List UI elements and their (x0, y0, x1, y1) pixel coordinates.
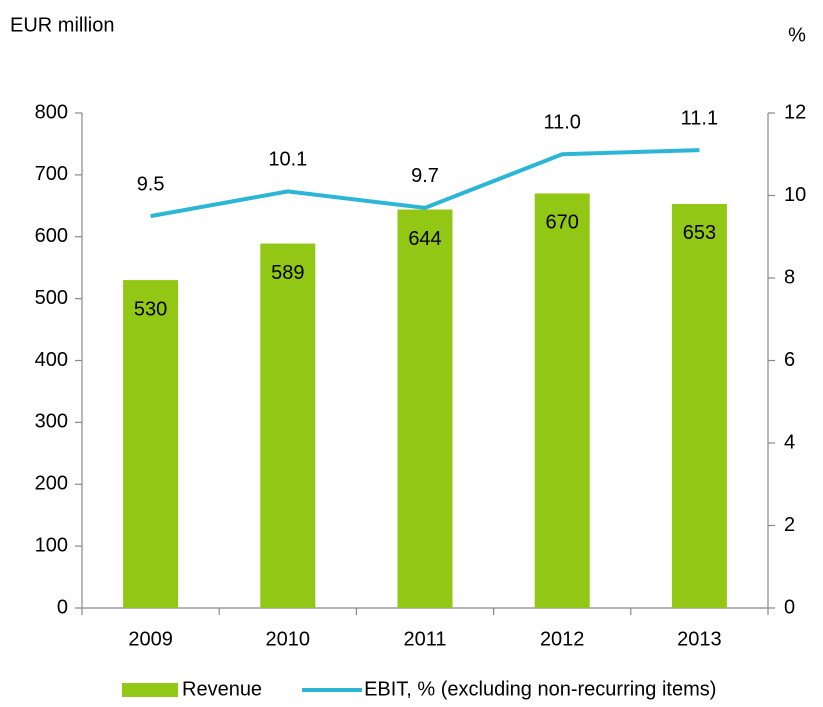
line-value-label: 10.1 (268, 149, 307, 171)
y2-tick-label: 12 (784, 101, 806, 123)
bar-value-label: 644 (408, 228, 441, 250)
y-tick-label: 300 (35, 411, 68, 433)
y-tick-label: 200 (35, 473, 68, 495)
y-tick-label: 800 (35, 101, 68, 123)
bar (397, 209, 453, 608)
bar-value-label: 653 (683, 222, 716, 244)
bar (534, 193, 590, 608)
y-tick-label: 600 (35, 225, 68, 247)
bar-value-label: 670 (546, 212, 579, 234)
y-tick-label: 700 (35, 163, 68, 185)
bar (123, 280, 179, 608)
legend-label: Revenue (182, 678, 262, 700)
y2-tick-label: 4 (784, 431, 795, 453)
y2-tick-label: 6 (784, 349, 795, 371)
line (150, 148, 700, 219)
line-value-label: 9.5 (137, 173, 165, 195)
legend-swatch (122, 683, 178, 697)
bar (260, 243, 316, 608)
y2-axis-label: % (788, 24, 806, 46)
y2-tick-label: 2 (784, 514, 795, 536)
bar-value-label: 589 (271, 262, 304, 284)
y-axis-label: EUR million (10, 14, 114, 36)
y2-tick-label: 8 (784, 266, 795, 288)
line-value-label: 11.0 (543, 112, 580, 134)
line-value-label: 11.1 (681, 107, 718, 129)
bar (671, 203, 727, 609)
y2-tick-label: 10 (784, 184, 806, 206)
x-tick-label: 2013 (677, 628, 722, 650)
x-tick-label: 2011 (403, 628, 446, 650)
y-tick-label: 400 (35, 349, 68, 371)
x-tick-label: 2010 (266, 628, 311, 650)
x-tick-label: 2012 (540, 628, 585, 650)
y-tick-label: 0 (57, 596, 68, 618)
legend-label: EBIT, % (excluding non-recurring items) (364, 678, 716, 700)
y2-tick-label: 0 (784, 596, 795, 618)
y-tick-label: 500 (35, 287, 68, 309)
bar-value-label: 530 (134, 298, 167, 320)
y-tick-label: 100 (35, 534, 68, 556)
line-value-label: 9.7 (411, 165, 439, 187)
x-tick-label: 2009 (128, 628, 173, 650)
